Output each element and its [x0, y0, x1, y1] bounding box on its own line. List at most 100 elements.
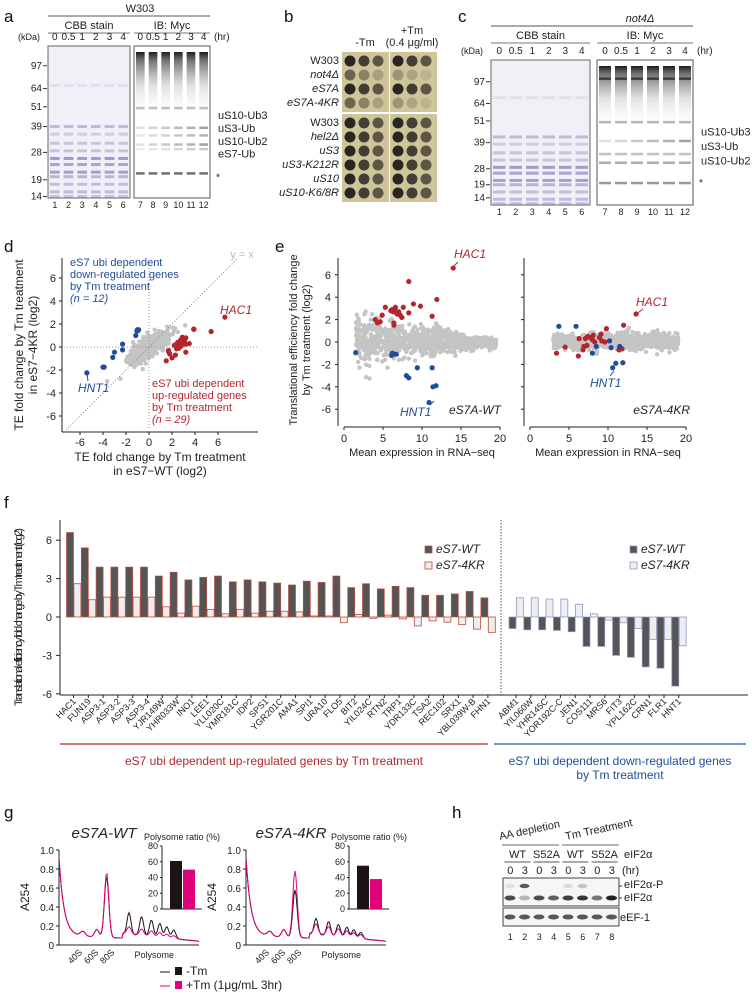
inset-tick-label: 0 [153, 904, 158, 914]
down-regulated-gene-point [620, 360, 626, 366]
gene-point [183, 323, 188, 328]
yeast-spot [406, 69, 418, 81]
gene-point [634, 344, 639, 349]
yeast-spot [344, 145, 356, 157]
band-label: eS7-Ub [218, 149, 255, 161]
yeast-spot [372, 97, 384, 109]
ib-band [174, 106, 183, 110]
up-regulated-gene-point [169, 355, 175, 361]
up-regulated-gene-point [562, 344, 568, 350]
strain-label: hel2Δ [311, 131, 339, 143]
cbb-band [559, 151, 572, 155]
cbb-band [493, 197, 506, 201]
ib-band [199, 143, 208, 146]
cbb-band [526, 96, 539, 100]
band-label: uS10-Ub3 [218, 110, 268, 122]
ib-band [148, 172, 158, 175]
yeast-spot [406, 117, 418, 129]
gene-point [639, 334, 645, 340]
cbb-band [50, 132, 60, 136]
legend-swatch-minus-tm [175, 967, 182, 975]
gene-point [379, 359, 385, 364]
yeast-spot [344, 187, 356, 199]
yeast-spot [358, 117, 370, 129]
gene-point [418, 321, 424, 327]
lane-number: 11 [186, 200, 195, 210]
gene-point [377, 339, 382, 345]
up-regulated-annotation: by Tm treatment [152, 402, 232, 414]
gene-point [389, 333, 395, 339]
yeast-spot [344, 131, 356, 143]
cbb-band [526, 197, 539, 201]
yeast-spot [358, 187, 370, 199]
bar-eS7-4KR [619, 616, 628, 624]
cbb-band [542, 197, 555, 201]
band-label: uS3-Ub [218, 123, 255, 135]
inset-tick-label: 80 [335, 841, 345, 851]
gene-point [394, 346, 399, 351]
gene-point [127, 352, 133, 357]
ib-band [136, 172, 145, 175]
yeast-spot [392, 131, 404, 143]
down-regulated-gene-point [589, 350, 596, 356]
cbb-band [575, 178, 588, 182]
gene-point [634, 331, 640, 336]
band-label: uS10-Ub3 [701, 127, 751, 139]
cbb-band [91, 132, 101, 136]
panel-label-c: c [458, 7, 467, 26]
eef1-label: eEF-1 [620, 912, 650, 924]
up-regulated-gene-point [394, 311, 400, 317]
cbb-band [542, 202, 555, 206]
plus-tm-trace [58, 857, 200, 942]
gene-point [418, 338, 423, 343]
lane-number: 6 [580, 932, 585, 942]
gene-point [157, 345, 162, 350]
cbb-band [509, 197, 522, 201]
bar-eS7-WT [567, 616, 576, 633]
gene-point [619, 330, 624, 335]
y-tick-label: 0.2 [227, 922, 241, 933]
fraction-label: 60S [82, 947, 100, 965]
yeast-spot [406, 173, 418, 185]
bar-eS7-WT [140, 566, 148, 618]
cbb-band [118, 141, 128, 145]
cbb-band [559, 158, 572, 162]
cbb-band [526, 135, 539, 139]
ib-band [148, 143, 158, 146]
cbb-band [50, 170, 60, 174]
down-regulated-gene-point [573, 323, 579, 329]
cbb-band [559, 165, 572, 169]
gene-point [371, 335, 377, 340]
time-label: 4 [201, 32, 207, 43]
ib-band [663, 152, 675, 156]
gene-point [165, 342, 170, 347]
gene-point [594, 351, 599, 357]
up-regulated-gene-point [417, 303, 424, 309]
gene-point [439, 338, 444, 343]
cbb-band [104, 125, 115, 129]
cbb-band [542, 178, 555, 182]
x-axis-label: TE fold change by Tm treatment [74, 450, 246, 464]
gene-point [353, 320, 359, 325]
polysome-ratio-bar [183, 869, 195, 909]
gene-point [412, 358, 418, 363]
gene-point [617, 340, 622, 345]
hnt1-pointer [609, 370, 615, 377]
cbb-band [104, 175, 115, 179]
inset-tick-label: 60 [148, 857, 158, 867]
ib-band [615, 120, 627, 124]
lane-number: 3 [530, 207, 535, 217]
x-tick-label: 6 [215, 437, 221, 449]
bar-eS7-WT [243, 579, 252, 618]
down-regulated-gene-point [414, 365, 420, 371]
gene-point [492, 338, 497, 343]
up-regulated-gene-point [400, 304, 406, 310]
gene-point [429, 339, 434, 344]
ib-band [631, 181, 643, 185]
gene-point [393, 327, 398, 333]
bar-eS7-4KR [310, 615, 319, 618]
ib-band [136, 106, 145, 110]
x-tick-label: 15 [455, 433, 467, 445]
hnt1-label: HNT1 [78, 381, 109, 395]
cbb-band [559, 178, 572, 182]
